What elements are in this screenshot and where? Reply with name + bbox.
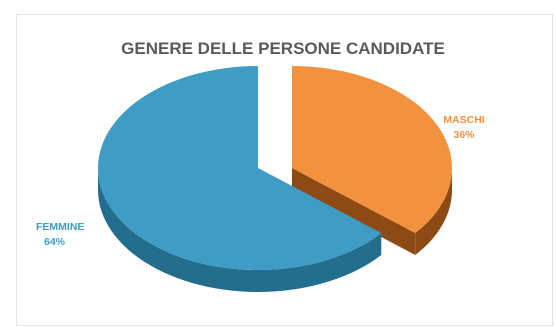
slice-maschi <box>292 66 452 234</box>
labels-group: MASCHI 36% FEMMINE 64% <box>36 114 485 248</box>
slice-face-maschi-1 <box>292 168 416 256</box>
label-femmine-name: FEMMINE <box>36 221 84 233</box>
label-maschi-value: 36% <box>453 129 475 141</box>
slice-wall-maschi <box>415 168 452 256</box>
label-femmine-value: 64% <box>44 236 66 248</box>
slice-wall-femmine <box>98 168 382 292</box>
slice-femmine <box>98 66 382 270</box>
chart-title: GENERE DELLE PERSONE CANDIDATE <box>121 39 445 58</box>
label-maschi-name: MASCHI <box>443 114 484 126</box>
slices-group <box>98 66 452 292</box>
